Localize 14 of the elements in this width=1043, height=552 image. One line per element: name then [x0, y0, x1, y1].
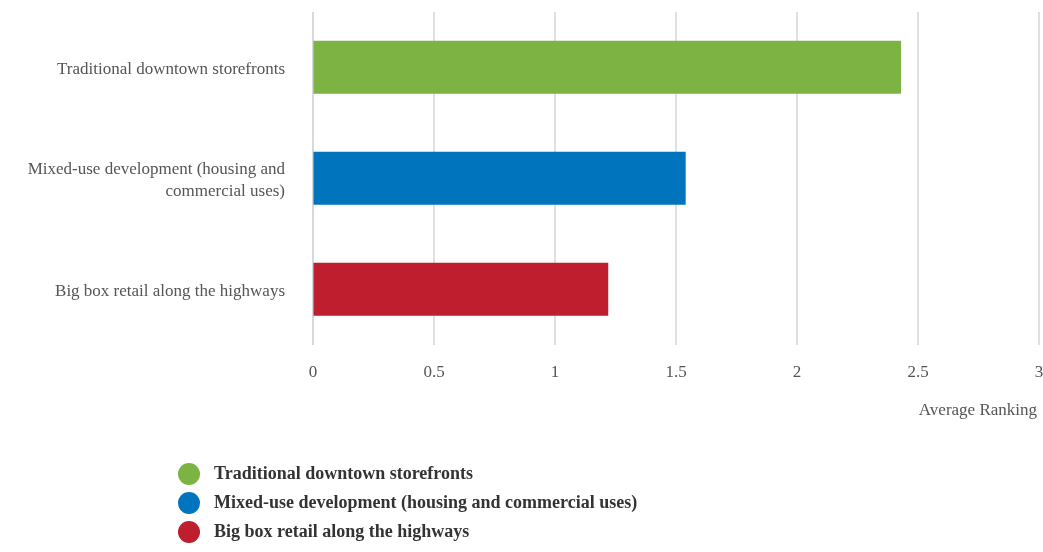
- legend-label: Mixed-use development (housing and commercial uses): [214, 492, 638, 513]
- y-tick-label: Traditional downtown storefronts: [57, 58, 285, 77]
- x-tick-label: 0: [308, 362, 318, 382]
- x-tick-label: 1: [550, 362, 560, 382]
- x-tick-label: 3: [1034, 362, 1043, 382]
- legend-label: Big box retail along the highways: [214, 521, 470, 542]
- x-tick-label: 2.5: [907, 362, 929, 382]
- y-tick-label: Mixed-use development (housing and commercial uses): [27, 158, 286, 199]
- x-tick-label: 0.5: [423, 362, 445, 382]
- x-axis-title: Average Ranking: [918, 400, 1037, 420]
- x-tick-label: 1.5: [665, 362, 687, 382]
- y-tick-label: Big box retail along the highways: [55, 280, 285, 299]
- x-tick-label: 2: [792, 362, 802, 382]
- legend-label: Traditional downtown storefronts: [214, 463, 474, 484]
